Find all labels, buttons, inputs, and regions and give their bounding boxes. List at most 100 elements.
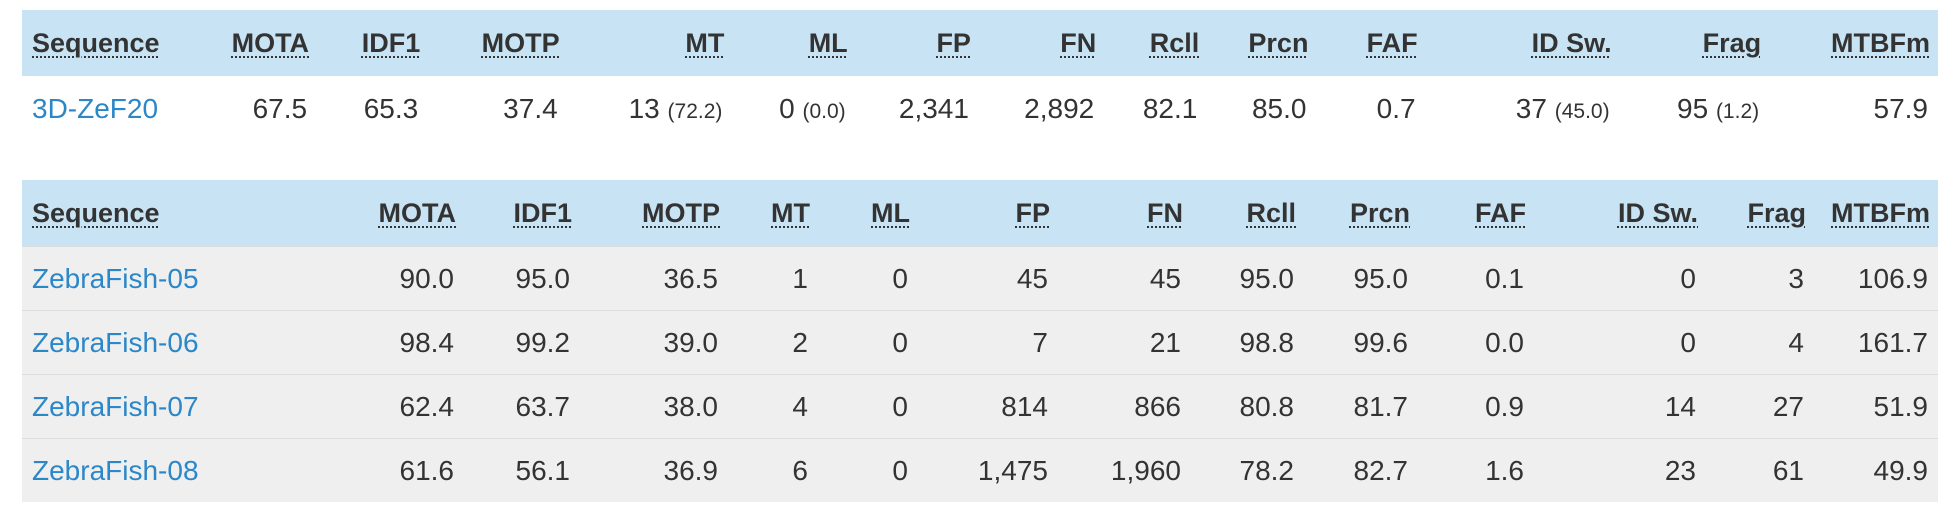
summary-row: 3D-ZeF20 67.5 65.3 37.4 13 (72.2) 0 (0.0…	[22, 76, 1938, 142]
header-ml[interactable]: ML	[818, 180, 918, 247]
rcll-cell: 82.1	[1104, 76, 1208, 142]
header-idf1[interactable]: IDF1	[317, 10, 429, 76]
mt-cell: 13 (72.2)	[567, 76, 733, 142]
prcn-cell: 82.7	[1304, 438, 1418, 502]
fn-cell: 21	[1058, 310, 1191, 375]
sequence-link[interactable]: ZebraFish-06	[32, 326, 199, 358]
ml-percent: (0.0)	[802, 100, 846, 123]
frag-cell: 4	[1706, 310, 1814, 375]
prcn-cell: 81.7	[1304, 374, 1418, 439]
mtbfm-cell: 49.9	[1814, 438, 1938, 502]
header-mtbfm[interactable]: MTBFm	[1814, 180, 1938, 247]
header-motp[interactable]: MOTP	[428, 10, 568, 76]
mt-percent: (72.2)	[667, 100, 723, 123]
rcll-cell: 98.8	[1191, 310, 1304, 375]
sequence-cell: ZebraFish-07	[22, 374, 272, 439]
mtbfm-cell: 106.9	[1814, 246, 1938, 311]
mt-cell: 1	[728, 246, 818, 311]
idsw-cell: 0	[1534, 310, 1706, 375]
mt-cell: 2	[728, 310, 818, 375]
header-fp[interactable]: FP	[918, 180, 1058, 247]
prcn-cell: 99.6	[1304, 310, 1418, 375]
header-idf1[interactable]: IDF1	[464, 180, 580, 247]
header-idsw[interactable]: ID Sw.	[1425, 10, 1620, 76]
detail-header-row: Sequence MOTA IDF1 MOTP MT ML FP FN Rcll…	[22, 180, 1938, 247]
table-row: ZebraFish-05 90.0 95.0 36.5 1 0 45 45 95…	[22, 246, 1938, 311]
mota-cell: 98.4	[272, 310, 464, 375]
sequence-cell: ZebraFish-06	[22, 310, 272, 375]
mota-cell: 62.4	[272, 374, 464, 439]
sequence-cell: ZebraFish-08	[22, 438, 272, 502]
table-row: ZebraFish-07 62.4 63.7 38.0 4 0 814 866 …	[22, 374, 1938, 439]
fn-cell: 1,960	[1058, 438, 1191, 502]
prcn-cell: 95.0	[1304, 246, 1418, 311]
ml-cell: 0 (0.0)	[732, 76, 856, 142]
header-prcn[interactable]: Prcn	[1207, 10, 1317, 76]
header-frag[interactable]: Frag	[1706, 180, 1814, 247]
header-mt[interactable]: MT	[728, 180, 818, 247]
sequence-link[interactable]: ZebraFish-07	[32, 390, 199, 422]
table-row: ZebraFish-06 98.4 99.2 39.0 2 0 7 21 98.…	[22, 310, 1938, 375]
header-frag[interactable]: Frag	[1619, 10, 1770, 76]
faf-cell: 0.1	[1418, 246, 1534, 311]
mtbfm-cell: 57.9	[1769, 76, 1938, 142]
motp-cell: 36.9	[580, 438, 728, 502]
summary-table: Sequence MOTA IDF1 MOTP MT ML FP FN Rcll…	[22, 10, 1938, 142]
mt-cell: 4	[728, 374, 818, 439]
faf-cell: 0.9	[1418, 374, 1534, 439]
summary-header-row: Sequence MOTA IDF1 MOTP MT ML FP FN Rcll…	[22, 10, 1938, 76]
fp-cell: 7	[918, 310, 1058, 375]
idsw-cell: 37 (45.0)	[1425, 76, 1620, 142]
header-sequence: Sequence	[22, 180, 272, 247]
rcll-cell: 95.0	[1191, 246, 1304, 311]
idf1-cell: 56.1	[464, 438, 580, 502]
sequence-cell: 3D-ZeF20	[22, 76, 204, 142]
header-rcll[interactable]: Rcll	[1104, 10, 1208, 76]
fn-cell: 2,892	[978, 76, 1105, 142]
frag-cell: 27	[1706, 374, 1814, 439]
idsw-cell: 14	[1534, 374, 1706, 439]
fp-cell: 1,475	[918, 438, 1058, 502]
sequence-link[interactable]: ZebraFish-08	[32, 454, 199, 486]
header-faf[interactable]: FAF	[1316, 10, 1426, 76]
header-mt[interactable]: MT	[567, 10, 733, 76]
mota-cell: 61.6	[272, 438, 464, 502]
mtbfm-cell: 51.9	[1814, 374, 1938, 439]
motp-cell: 39.0	[580, 310, 728, 375]
faf-cell: 1.6	[1418, 438, 1534, 502]
motp-cell: 38.0	[580, 374, 728, 439]
idf1-cell: 99.2	[464, 310, 580, 375]
ml-cell: 0	[818, 310, 918, 375]
header-faf[interactable]: FAF	[1418, 180, 1534, 247]
header-fp[interactable]: FP	[855, 10, 979, 76]
detail-table: Sequence MOTA IDF1 MOTP MT ML FP FN Rcll…	[22, 180, 1938, 502]
header-ml[interactable]: ML	[732, 10, 856, 76]
frag-cell: 61	[1706, 438, 1814, 502]
sequence-link[interactable]: ZebraFish-05	[32, 262, 199, 294]
idsw-percent: (45.0)	[1554, 100, 1610, 123]
header-mota[interactable]: MOTA	[203, 10, 318, 76]
header-mota[interactable]: MOTA	[272, 180, 464, 247]
idsw-cell: 0	[1534, 246, 1706, 311]
frag-cell: 3	[1706, 246, 1814, 311]
mota-cell: 67.5	[203, 76, 318, 142]
frag-cell: 95 (1.2)	[1619, 76, 1770, 142]
idf1-cell: 65.3	[317, 76, 429, 142]
faf-cell: 0.0	[1418, 310, 1534, 375]
header-fn[interactable]: FN	[1058, 180, 1191, 247]
header-mtbfm[interactable]: MTBFm	[1769, 10, 1938, 76]
faf-cell: 0.7	[1316, 76, 1426, 142]
rcll-cell: 80.8	[1191, 374, 1304, 439]
motp-cell: 37.4	[428, 76, 568, 142]
ml-cell: 0	[818, 374, 918, 439]
fp-cell: 45	[918, 246, 1058, 311]
table-row: ZebraFish-08 61.6 56.1 36.9 6 0 1,475 1,…	[22, 438, 1938, 502]
header-prcn[interactable]: Prcn	[1304, 180, 1418, 247]
header-idsw[interactable]: ID Sw.	[1534, 180, 1706, 247]
header-motp[interactable]: MOTP	[580, 180, 728, 247]
idsw-cell: 23	[1534, 438, 1706, 502]
ml-cell: 0	[818, 438, 918, 502]
header-rcll[interactable]: Rcll	[1191, 180, 1304, 247]
header-fn[interactable]: FN	[978, 10, 1105, 76]
sequence-link[interactable]: 3D-ZeF20	[32, 93, 159, 124]
